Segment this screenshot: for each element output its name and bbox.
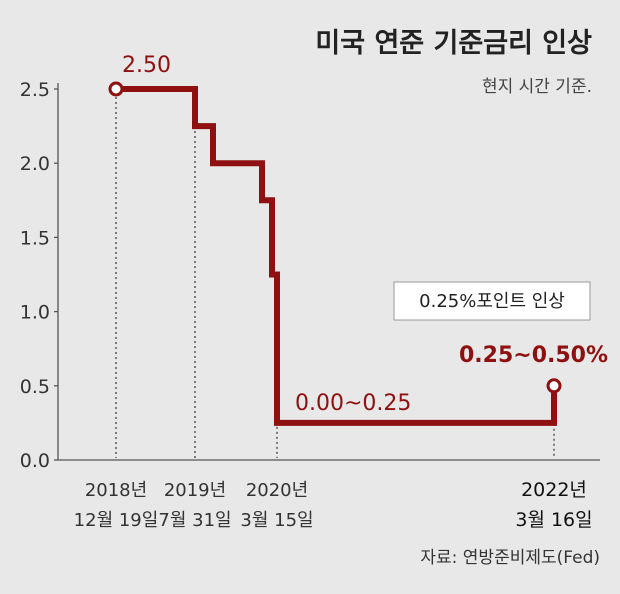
- y-tick-label: 1.0: [20, 302, 50, 324]
- rate-series: [108, 81, 562, 426]
- y-tick-label: 1.5: [20, 227, 50, 249]
- y-tick-label: 2.5: [20, 79, 50, 101]
- x-tick-label-year: 2020년: [246, 480, 308, 501]
- chart-title: 미국 연준 기준금리 인상: [315, 28, 592, 59]
- callout-box: [393, 281, 591, 321]
- y-axis: 0.0 0.5 1.0 1.5 2.0 2.5: [20, 79, 59, 472]
- x-tick-label-date: 7월 31일: [158, 510, 231, 531]
- zero-range-label: 0.00~0.25: [295, 391, 411, 416]
- x-tick-label-year: 2019년: [164, 480, 226, 501]
- source-note: 자료: 연방준비제도(Fed): [420, 548, 600, 568]
- y-tick-label: 0.5: [20, 376, 50, 398]
- start-point-marker: [108, 81, 124, 97]
- x-tick-label-date: 3월 15일: [240, 510, 313, 531]
- x-tick-label-date: 12월 19일: [74, 510, 159, 531]
- end-point-marker: [546, 378, 562, 394]
- start-value-label: 2.50: [122, 53, 171, 78]
- rate-step-line: [116, 86, 557, 426]
- chart-subtitle: 현지 시간 기준.: [482, 77, 592, 97]
- y-tick-label: 2.0: [20, 153, 50, 175]
- callout-text: 0.25%포인트 인상: [419, 291, 565, 312]
- end-range-label: 0.25~0.50%: [459, 343, 608, 368]
- annotations: 2.50 0.00~0.25 0.25~0.50% 0.25%포인트 인상: [122, 53, 608, 416]
- x-tick-label-year: 2018년: [85, 480, 147, 501]
- x-tick-label-year: 2022년: [521, 479, 587, 501]
- y-tick-label: 0.0: [20, 450, 50, 472]
- x-tick-label-date: 3월 16일: [515, 509, 592, 531]
